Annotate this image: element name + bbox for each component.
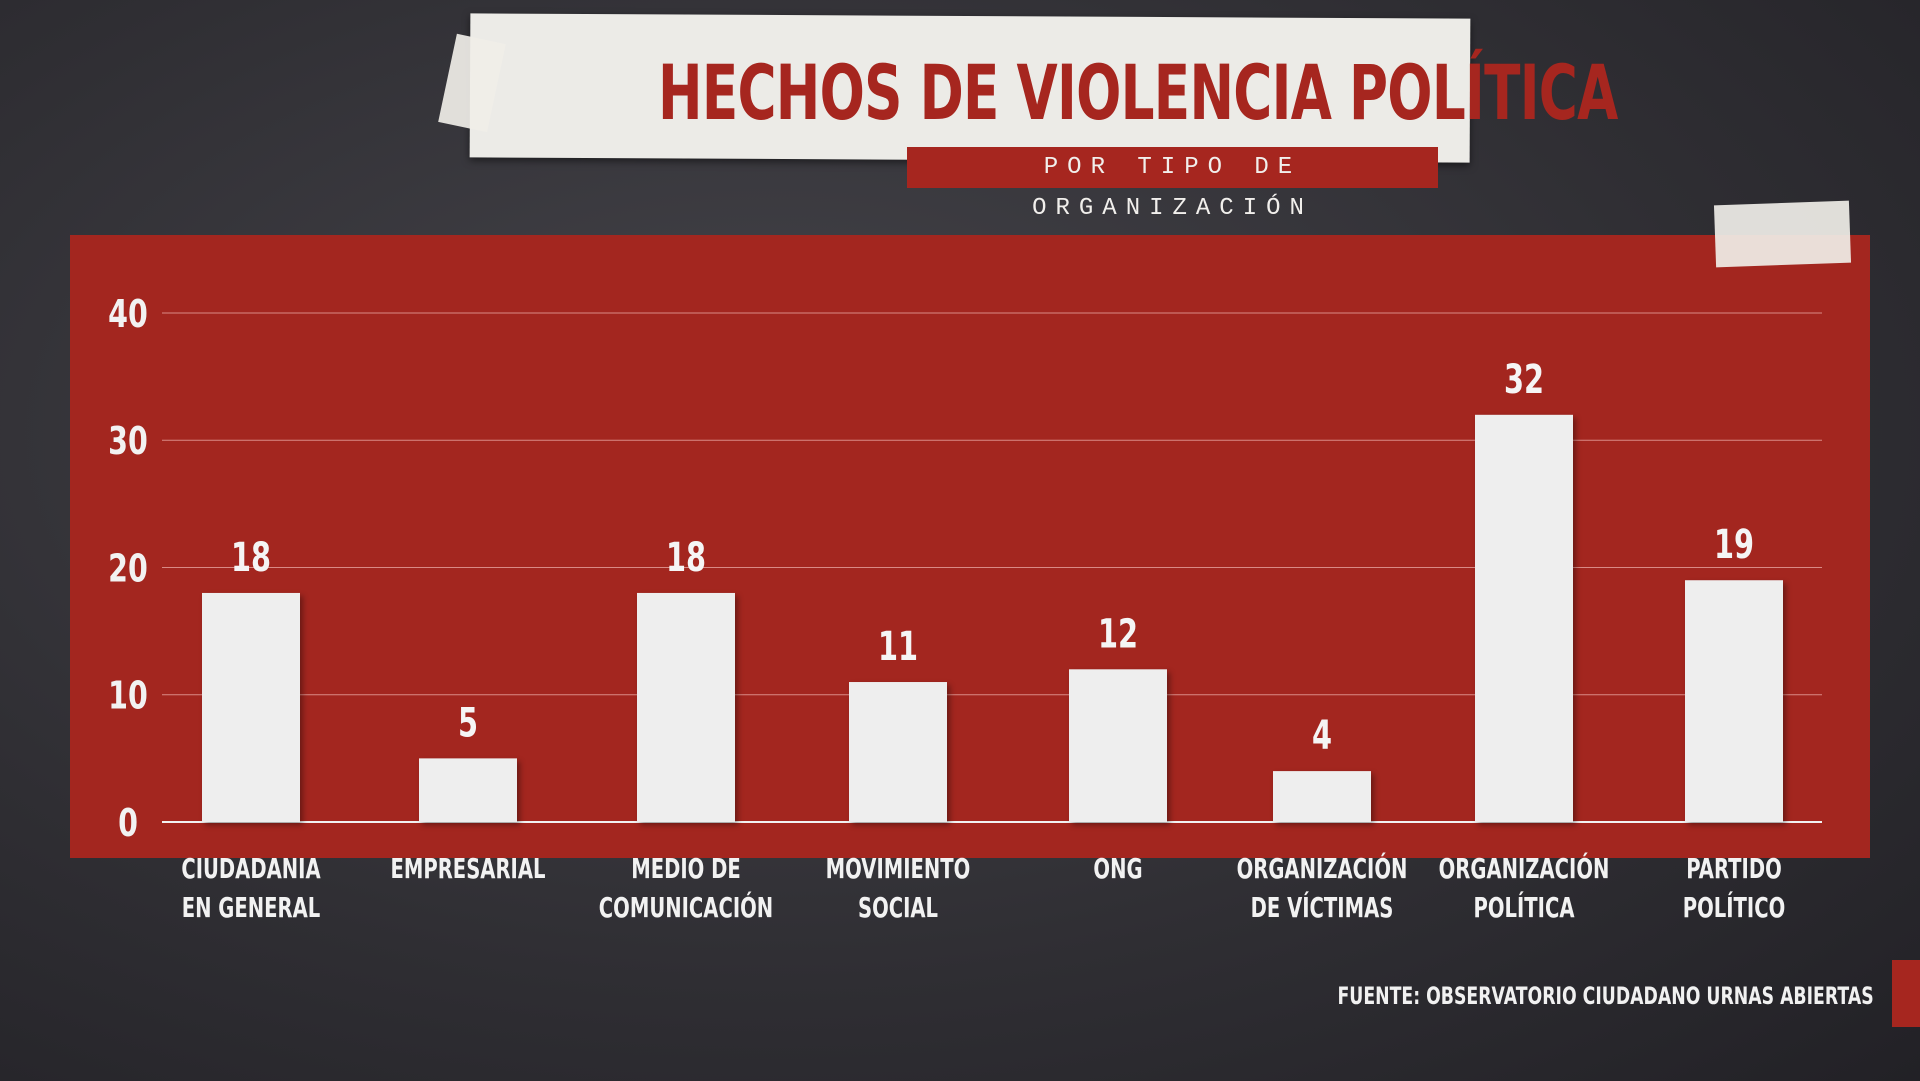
x-tick-label: CIUDADANIA: [181, 853, 321, 885]
x-tick-label: POLÍTICO: [1683, 890, 1785, 924]
chart-subtitle: POR TIPO DE ORGANIZACIÓN: [907, 147, 1438, 222]
x-tick-label: COMUNICACIÓN: [599, 889, 773, 924]
source-footer: FUENTE: OBSERVATORIO CIUDADANO URNAS ABI…: [1337, 982, 1874, 1010]
bar: [419, 758, 517, 822]
bar: [849, 682, 947, 822]
corner-tab: [1892, 960, 1920, 1027]
x-tick-label: MOVIMIENTO: [826, 853, 971, 885]
x-tick-label: EMPRESARIAL: [390, 853, 545, 885]
bar: [1069, 669, 1167, 822]
data-label: 4: [1312, 714, 1332, 760]
x-tick-label: ONG: [1093, 853, 1142, 885]
x-tick-label: PARTIDO: [1686, 853, 1781, 885]
y-tick-label: 40: [108, 292, 148, 336]
x-tick-label: MEDIO DE: [631, 853, 741, 885]
data-label: 18: [666, 535, 706, 581]
bar: [1273, 771, 1371, 822]
data-label: 32: [1504, 357, 1544, 403]
x-tick-label: ORGANIZACIÓN: [1439, 850, 1610, 885]
x-tick-label: POLÍTICA: [1474, 890, 1575, 924]
bar: [1685, 580, 1783, 822]
bar: [637, 592, 735, 822]
data-label: 11: [878, 624, 918, 670]
y-tick-label: 30: [108, 419, 148, 463]
x-tick-label: DE VÍCTIMAS: [1251, 890, 1394, 924]
x-tick-label: ORGANIZACIÓN: [1237, 850, 1408, 885]
x-tick-label: SOCIAL: [858, 892, 938, 924]
y-tick-label: 0: [118, 801, 138, 845]
data-label: 12: [1098, 612, 1138, 658]
bar: [202, 592, 300, 822]
y-tick-label: 10: [108, 674, 148, 718]
data-label: 18: [231, 535, 271, 581]
bar: [1475, 414, 1573, 822]
y-tick-label: 20: [108, 546, 148, 590]
x-tick-label: EN GENERAL: [182, 892, 321, 924]
data-label: 19: [1714, 523, 1754, 569]
data-label: 5: [458, 701, 478, 747]
